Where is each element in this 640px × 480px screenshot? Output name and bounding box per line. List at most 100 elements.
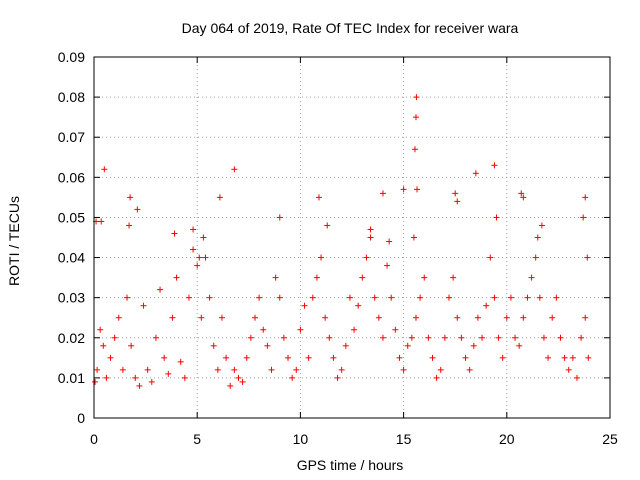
data-point [472, 170, 479, 177]
x-tick-label: 0 [90, 431, 98, 447]
data-point [94, 366, 101, 373]
data-point [235, 374, 242, 381]
data-point [379, 190, 386, 197]
data-point [190, 226, 197, 233]
data-point [404, 342, 411, 349]
data-point [371, 294, 378, 301]
data-point [411, 146, 418, 153]
data-point [384, 262, 391, 269]
data-point [247, 334, 254, 341]
data-point [441, 334, 448, 341]
data-point [367, 226, 374, 233]
x-tick-label: 15 [396, 431, 412, 447]
y-tick-label: 0.02 [58, 330, 85, 346]
data-point [386, 238, 393, 245]
x-tick-label: 25 [602, 431, 618, 447]
data-point [584, 254, 591, 261]
data-point [487, 254, 494, 261]
data-point [260, 326, 267, 333]
data-point [169, 314, 176, 321]
data-point [161, 354, 168, 361]
data-point [202, 254, 209, 261]
data-point [417, 294, 424, 301]
y-tick-label: 0.01 [58, 370, 85, 386]
data-point [227, 382, 234, 389]
data-point [126, 222, 133, 229]
data-point [315, 194, 322, 201]
data-point [351, 326, 358, 333]
data-point [412, 114, 419, 121]
data-point [582, 314, 589, 321]
data-point [392, 326, 399, 333]
data-point [359, 274, 366, 281]
data-point [421, 274, 428, 281]
data-point [173, 274, 180, 281]
data-point [103, 374, 110, 381]
data-point [412, 314, 419, 321]
data-point [582, 194, 589, 201]
data-point [185, 294, 192, 301]
data-point [157, 286, 164, 293]
data-point [289, 374, 296, 381]
data-point [569, 354, 576, 361]
data-point [454, 198, 461, 205]
data-point [565, 366, 572, 373]
data-point [239, 378, 246, 385]
data-point [338, 366, 345, 373]
data-point [264, 342, 271, 349]
data-point [342, 342, 349, 349]
data-point [355, 302, 362, 309]
data-point [293, 366, 300, 373]
data-point [251, 314, 258, 321]
y-tick-label: 0.05 [58, 209, 85, 225]
data-point [200, 234, 207, 241]
data-point [181, 374, 188, 381]
y-tick-label: 0.04 [58, 250, 85, 266]
data-point [462, 354, 469, 361]
data-point [285, 354, 292, 361]
data-point [136, 382, 143, 389]
data-point [218, 314, 225, 321]
data-point [309, 294, 316, 301]
data-point [276, 214, 283, 221]
data-point [446, 294, 453, 301]
data-point [216, 194, 223, 201]
data-point [152, 334, 159, 341]
data-point [491, 162, 498, 169]
data-point [458, 334, 465, 341]
axis-ticks: 0 0.01 0.02 0.03 0.04 0.05 0.06 0.07 0.08 0.09 0 5 1… [58, 49, 618, 447]
data-point [580, 214, 587, 221]
data-point [313, 274, 320, 281]
data-point [454, 314, 461, 321]
data-point [111, 334, 118, 341]
data-point [119, 366, 126, 373]
data-point [196, 254, 203, 261]
y-tick-label: 0.06 [58, 169, 85, 185]
x-axis-label: GPS time / hours [297, 457, 404, 473]
data-point [301, 302, 308, 309]
y-tick-label: 0.09 [58, 49, 85, 65]
data-point [479, 334, 486, 341]
data-point [198, 314, 205, 321]
data-point [243, 354, 250, 361]
data-point [483, 302, 490, 309]
data-point [148, 378, 155, 385]
data-point [190, 246, 197, 253]
data-point [177, 358, 184, 365]
data-point [516, 342, 523, 349]
data-point [425, 334, 432, 341]
data-point [363, 254, 370, 261]
data-point [272, 274, 279, 281]
data-point [171, 230, 178, 237]
data-point [128, 342, 135, 349]
data-point [100, 342, 107, 349]
data-point [408, 334, 415, 341]
data-point [557, 334, 564, 341]
data-point [470, 342, 477, 349]
data-point [107, 354, 114, 361]
data-point [528, 274, 535, 281]
grid [94, 57, 610, 418]
data-point [540, 334, 547, 341]
y-tick-label: 0.08 [58, 89, 85, 105]
y-tick-label: 0 [77, 410, 85, 426]
